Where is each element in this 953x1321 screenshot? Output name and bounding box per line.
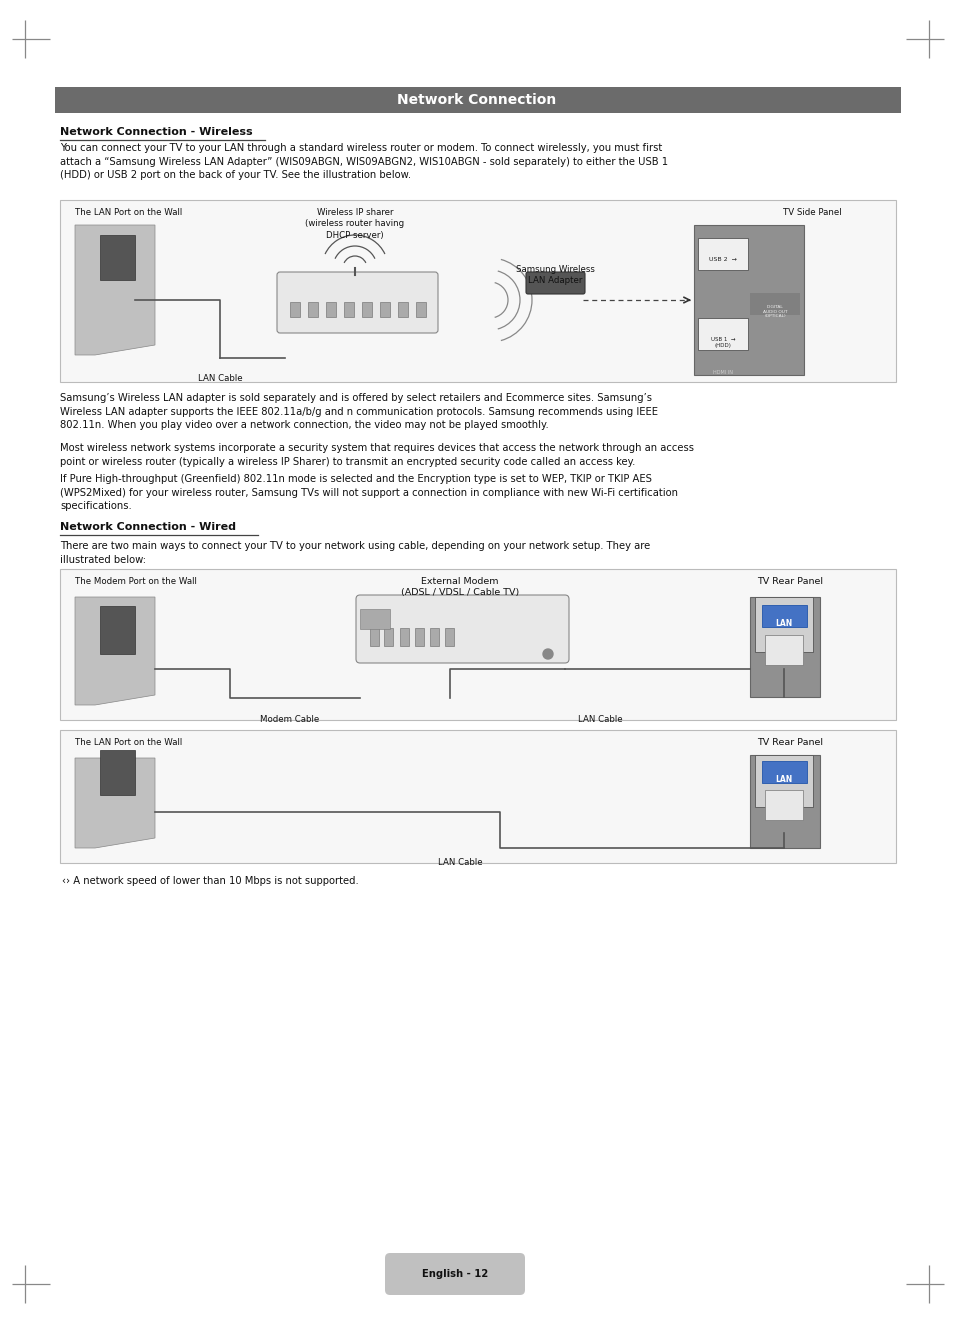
Bar xyxy=(379,303,390,317)
Polygon shape xyxy=(75,597,154,705)
Text: The LAN Port on the Wall: The LAN Port on the Wall xyxy=(75,738,182,746)
Bar xyxy=(359,609,390,629)
Bar xyxy=(370,627,378,646)
Bar xyxy=(754,756,812,807)
Text: Network Connection - Wired: Network Connection - Wired xyxy=(60,522,235,532)
Text: English - 12: English - 12 xyxy=(421,1269,488,1279)
Bar xyxy=(764,790,802,820)
Text: You can connect your TV to your LAN through a standard wireless router or modem.: You can connect your TV to your LAN thro… xyxy=(60,143,667,180)
Bar xyxy=(749,597,820,697)
Bar xyxy=(55,87,900,114)
Bar xyxy=(444,627,454,646)
Text: TV Side Panel: TV Side Panel xyxy=(782,207,841,217)
FancyBboxPatch shape xyxy=(276,272,437,333)
Text: External Modem
(ADSL / VDSL / Cable TV): External Modem (ADSL / VDSL / Cable TV) xyxy=(400,577,518,597)
Text: The Modem Port on the Wall: The Modem Port on the Wall xyxy=(75,577,196,587)
Text: Most wireless network systems incorporate a security system that requires device: Most wireless network systems incorporat… xyxy=(60,443,693,466)
FancyBboxPatch shape xyxy=(385,1254,524,1295)
Text: LAN Cable: LAN Cable xyxy=(197,374,242,383)
Text: Wireless IP sharer
(wireless router having
DHCP server): Wireless IP sharer (wireless router havi… xyxy=(305,207,404,240)
Bar xyxy=(308,303,317,317)
Text: Modem Cable: Modem Cable xyxy=(260,715,319,724)
Bar xyxy=(100,235,135,280)
FancyBboxPatch shape xyxy=(525,272,584,295)
Polygon shape xyxy=(75,225,154,355)
Bar xyxy=(344,303,354,317)
Bar xyxy=(60,199,895,382)
Bar xyxy=(290,303,299,317)
Text: TV Rear Panel: TV Rear Panel xyxy=(757,577,822,587)
Bar xyxy=(749,293,800,314)
Text: USB 2  →: USB 2 → xyxy=(708,258,736,262)
Bar xyxy=(698,238,747,269)
Text: If Pure High-throughput (Greenfield) 802.11n mode is selected and the Encryption: If Pure High-throughput (Greenfield) 802… xyxy=(60,474,678,511)
Text: USB 1  →
(HDD): USB 1 → (HDD) xyxy=(710,337,735,347)
Bar xyxy=(100,750,135,795)
Text: HDMI IN: HDMI IN xyxy=(712,370,732,375)
Bar xyxy=(326,303,335,317)
Bar xyxy=(761,605,806,627)
Text: ‹› A network speed of lower than 10 Mbps is not supported.: ‹› A network speed of lower than 10 Mbps… xyxy=(62,876,358,886)
Bar xyxy=(60,569,895,720)
Circle shape xyxy=(542,649,553,659)
Bar xyxy=(693,225,803,375)
Bar xyxy=(761,761,806,783)
Text: Network Connection: Network Connection xyxy=(397,92,556,107)
Text: The LAN Port on the Wall: The LAN Port on the Wall xyxy=(75,207,182,217)
Text: TV Rear Panel: TV Rear Panel xyxy=(757,738,822,746)
FancyBboxPatch shape xyxy=(355,594,568,663)
Bar xyxy=(397,303,408,317)
Bar xyxy=(100,606,135,654)
Bar xyxy=(415,627,423,646)
Text: LAN: LAN xyxy=(775,620,792,627)
Text: LAN Cable: LAN Cable xyxy=(578,715,621,724)
Polygon shape xyxy=(75,758,154,848)
Bar xyxy=(361,303,372,317)
Text: Network Connection - Wireless: Network Connection - Wireless xyxy=(60,127,253,137)
Text: LAN Cable: LAN Cable xyxy=(437,859,482,867)
Bar xyxy=(60,731,895,863)
Bar xyxy=(416,303,426,317)
Text: Samsung Wireless
LAN Adapter: Samsung Wireless LAN Adapter xyxy=(515,266,594,285)
Bar xyxy=(430,627,438,646)
Text: Samsung’s Wireless LAN adapter is sold separately and is offered by select retai: Samsung’s Wireless LAN adapter is sold s… xyxy=(60,394,658,431)
Bar xyxy=(764,635,802,664)
Bar xyxy=(399,627,409,646)
Text: DIGITAL
AUDIO OUT
(OPTICAL): DIGITAL AUDIO OUT (OPTICAL) xyxy=(762,305,786,318)
Bar xyxy=(749,756,820,848)
Text: There are two main ways to connect your TV to your network using cable, dependin: There are two main ways to connect your … xyxy=(60,542,650,564)
Bar xyxy=(754,597,812,653)
Text: LAN: LAN xyxy=(775,775,792,783)
Bar xyxy=(384,627,393,646)
Bar xyxy=(698,318,747,350)
